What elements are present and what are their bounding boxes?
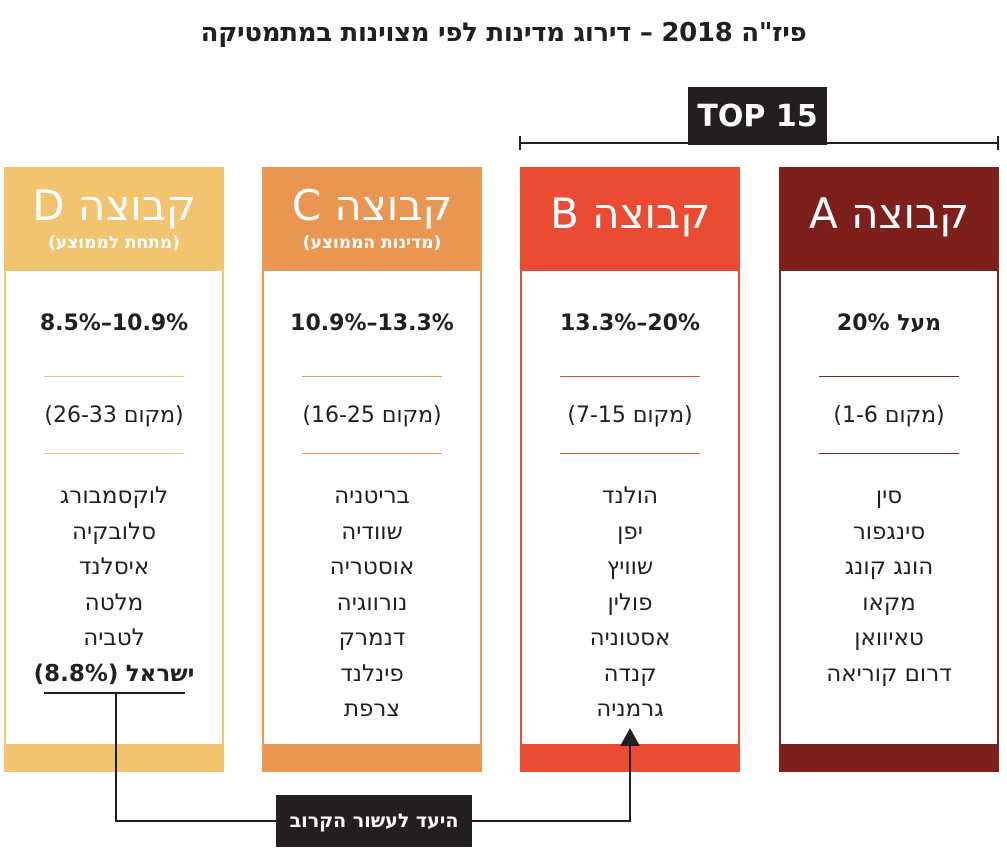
country-item: הולנד: [601, 483, 659, 509]
country-item: הונג קונג: [844, 554, 934, 580]
goal-label-box: היעד לעשור הקרוב: [276, 795, 472, 847]
group-c-divider-top: [302, 376, 442, 377]
country-item: איסלנד: [78, 554, 150, 580]
top-15-bracket-tick-left: [519, 136, 521, 150]
group-c-country-list: בריטניה שוודיה אוסטריה נורווגיה דנמרק פי…: [264, 479, 480, 728]
country-item: שוודיה: [341, 518, 403, 545]
group-a-country-list: סין סינגפור הונג קונג מקאו טאיוואן דרום …: [781, 479, 997, 692]
country-item: פולין: [607, 589, 653, 616]
top-15-bracket-line: [519, 142, 999, 144]
group-d-divider-top: [44, 376, 184, 377]
country-item: לוקסמבורג: [59, 483, 169, 509]
country-item: דרום קוריאה: [826, 660, 952, 687]
country-item: גרמניה: [596, 696, 664, 722]
country-item: צרפת: [343, 696, 401, 722]
connector-israel-to-goal: [115, 820, 277, 822]
country-item: טאיוואן: [854, 625, 924, 651]
group-b-country-list: הולנד יפן שוויץ פולין אסטוניה קנדה גרמני…: [522, 479, 738, 728]
group-d-range: 8.5%–10.9%: [39, 311, 189, 336]
country-item: בריטניה: [334, 483, 410, 509]
connector-up-to-b: [629, 744, 631, 822]
country-item: לטביה: [83, 625, 145, 651]
group-b-rank: (מקום 7-15): [567, 403, 693, 428]
group-c-divider-bottom: [302, 453, 442, 454]
group-a-divider-top: [819, 376, 959, 377]
group-b-divider-top: [560, 376, 700, 377]
country-item: סלובקיה: [71, 518, 157, 545]
connector-goal-to-b: [471, 820, 631, 822]
connector-israel-down: [115, 693, 117, 821]
country-item: מלטה: [84, 589, 144, 616]
country-item: נורווגיה: [336, 589, 408, 616]
chart-title: פיז"ה 2018 – דירוג מדינות לפי מצוינות במ…: [200, 18, 807, 48]
group-c-footer-bar: [262, 744, 482, 770]
group-b-range: 13.3%–20%: [560, 311, 700, 336]
country-item: סינגפור: [852, 518, 926, 545]
group-c-range: 10.9%–13.3%: [290, 311, 454, 336]
group-a-footer-bar: [779, 744, 999, 770]
group-c-column: קבוצה C (מדינות הממוצע) 10.9%–13.3% (מקו…: [262, 167, 482, 772]
country-item: אסטוניה: [589, 625, 671, 651]
top-15-bracket-tick-right: [997, 136, 999, 150]
group-c-rank: (מקום 16-25): [302, 403, 442, 428]
group-d-footer-bar: [4, 744, 224, 770]
country-item: דנמרק: [338, 625, 406, 651]
group-a-name: קבוצה A: [809, 189, 969, 238]
group-a-range: מעל 20%: [836, 311, 942, 336]
group-b-divider-bottom: [560, 453, 700, 454]
group-b-column: קבוצה B 13.3%–20% (מקום 7-15) הולנד יפן …: [520, 167, 740, 772]
group-b-header: קבוצה B: [520, 167, 740, 271]
country-item: קנדה: [603, 660, 657, 687]
group-a-column: קבוצה A מעל 20% (מקום 1-6) סין סינגפור ה…: [779, 167, 999, 772]
israel-value: (8.8%): [33, 660, 119, 687]
group-d-divider-bottom: [44, 453, 184, 454]
group-a-header: קבוצה A: [779, 167, 999, 271]
country-item: שוויץ: [606, 554, 654, 580]
group-d-rank: (מקום 26-33): [44, 403, 184, 428]
israel-name: ישראל: [125, 660, 195, 687]
top-15-badge: TOP 15: [688, 87, 827, 145]
country-item: מקאו: [862, 589, 916, 616]
israel-underline: [44, 692, 185, 694]
group-d-name: קבוצה D: [32, 181, 196, 230]
country-item: פינלנד: [340, 660, 404, 687]
group-c-subtitle: (מדינות הממוצע): [302, 233, 442, 253]
country-item: יפן: [617, 518, 643, 545]
country-item: סין: [875, 483, 903, 509]
group-d-country-list: לוקסמבורג סלובקיה איסלנד מלטה לטביה ישרא…: [6, 479, 222, 692]
group-d-column: קבוצה D (מתחת לממוצע) 8.5%–10.9% (מקום 2…: [4, 167, 224, 772]
group-a-rank: (מקום 1-6): [833, 403, 945, 428]
israel-highlight-item: ישראל (8.8%): [6, 657, 222, 693]
group-a-divider-bottom: [819, 453, 959, 454]
group-b-name: קבוצה B: [549, 189, 711, 238]
group-c-name: קבוצה C: [291, 181, 453, 230]
country-item: אוסטריה: [329, 554, 415, 580]
group-d-header: קבוצה D (מתחת לממוצע): [4, 167, 224, 271]
group-c-header: קבוצה C (מדינות הממוצע): [262, 167, 482, 271]
arrow-up-icon: [620, 728, 640, 746]
group-d-subtitle: (מתחת לממוצע): [48, 233, 180, 253]
